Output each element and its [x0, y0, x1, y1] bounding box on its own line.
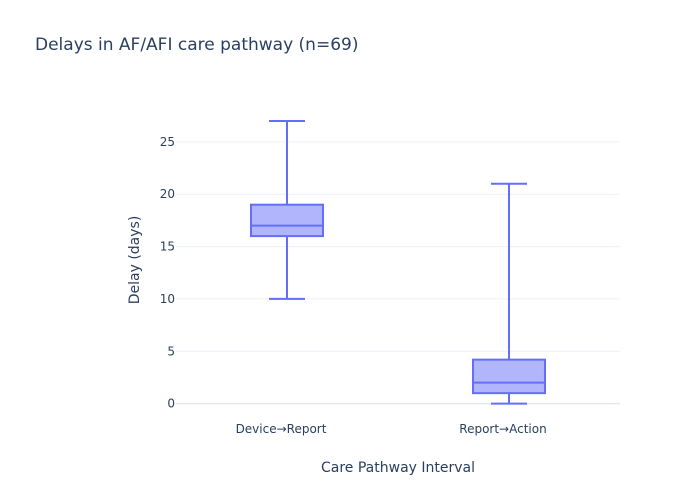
box-2 [472, 182, 546, 405]
x-axis-ticks: Device→Report Report→Action [236, 422, 547, 436]
box-1 [250, 119, 324, 300]
y-tick-label: 25 [160, 135, 175, 149]
chart-title: Delays in AF/AFI care pathway (n=69) [35, 35, 358, 55]
iqr-box [250, 203, 324, 238]
y-tick-label: 0 [167, 397, 175, 411]
y-tick-label: 10 [160, 292, 175, 306]
iqr-box [472, 358, 546, 395]
x-tick-label: Report→Action [459, 422, 546, 436]
box-series [250, 119, 546, 405]
y-tick-label: 15 [160, 240, 175, 254]
x-tick-label: Device→Report [236, 422, 327, 436]
x-axis-title: Care Pathway Interval [321, 460, 475, 476]
gridlines [176, 141, 620, 405]
y-axis-title: Delay (days) [127, 216, 143, 305]
y-tick-label: 5 [167, 344, 175, 358]
y-tick-label: 20 [160, 187, 175, 201]
y-axis-ticks: 0 5 10 15 20 25 [160, 135, 175, 411]
